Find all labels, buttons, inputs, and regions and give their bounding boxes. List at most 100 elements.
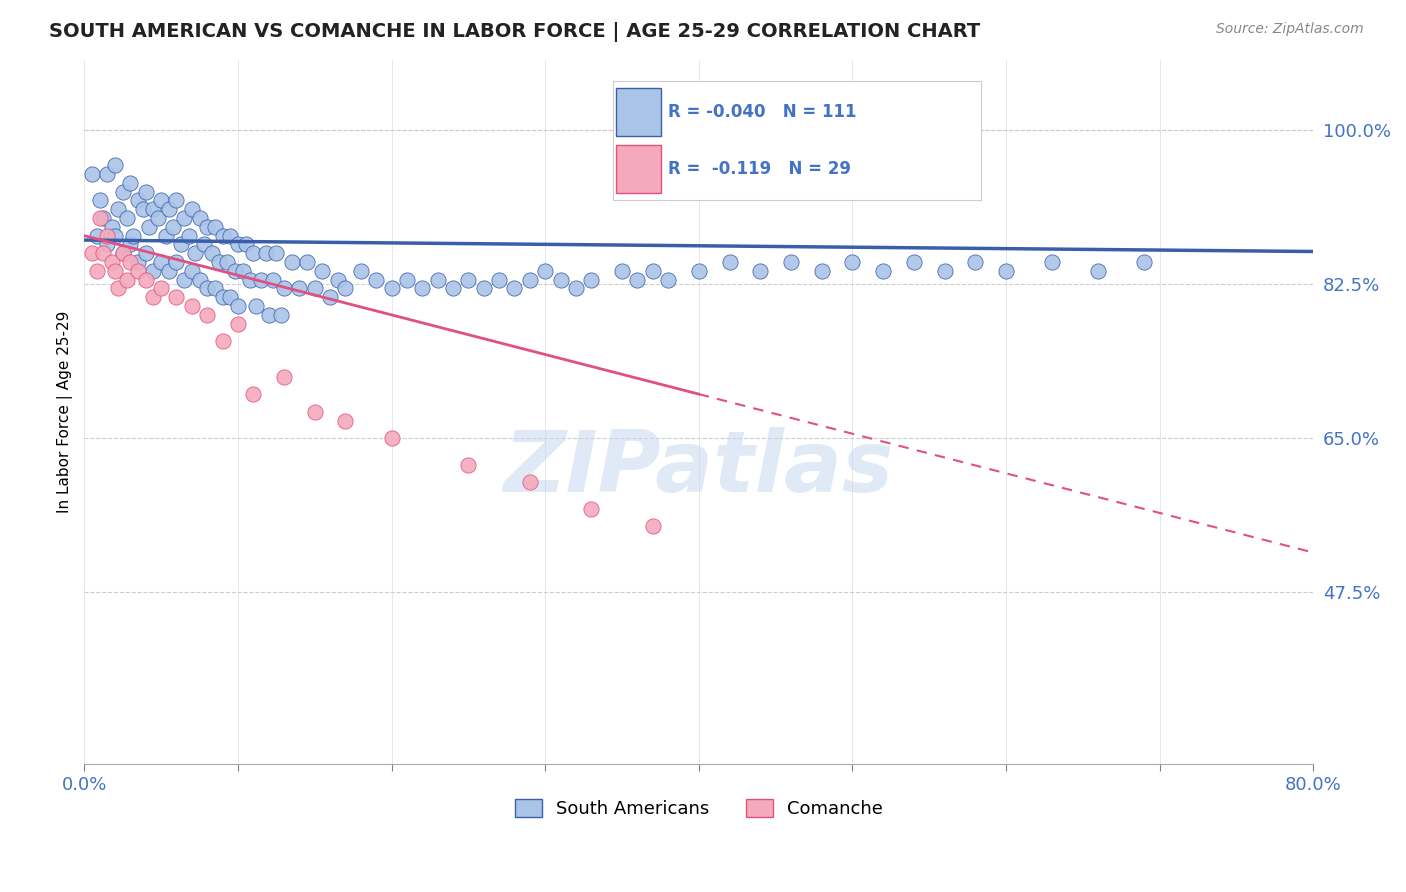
Point (242, 387, 264, 401)
Point (177, 228, 200, 243)
Point (1133, 255, 1156, 269)
Point (335, 281, 357, 295)
Point (581, 501, 603, 516)
Point (107, 202, 129, 217)
Point (217, 255, 239, 269)
Point (142, 264, 165, 278)
Point (142, 290, 165, 304)
Point (184, 246, 207, 260)
Point (111, 246, 134, 260)
Point (166, 194, 188, 208)
Point (273, 369, 295, 384)
Point (441, 281, 464, 295)
Point (157, 202, 180, 217)
Point (841, 255, 863, 269)
Point (89, 211, 111, 225)
Point (195, 281, 218, 295)
Point (117, 273, 139, 287)
Point (204, 219, 226, 234)
Point (86, 264, 108, 278)
Point (166, 255, 188, 269)
Point (254, 246, 277, 260)
Point (96, 167, 118, 181)
Point (872, 264, 894, 278)
Point (219, 290, 242, 304)
Point (107, 281, 129, 295)
Point (80, 246, 103, 260)
Point (257, 308, 280, 322)
Point (226, 237, 249, 252)
Point (304, 405, 326, 419)
Text: SOUTH AMERICAN VS COMANCHE IN LABOR FORCE | AGE 25-29 CORRELATION CHART: SOUTH AMERICAN VS COMANCHE IN LABOR FORC… (49, 22, 980, 42)
Point (311, 264, 333, 278)
Point (472, 281, 495, 295)
Text: ZIPatlas: ZIPatlas (503, 426, 894, 509)
Point (188, 211, 211, 225)
Point (395, 273, 418, 287)
Point (135, 246, 157, 260)
Point (995, 264, 1018, 278)
Point (335, 413, 357, 427)
Point (211, 334, 233, 349)
Point (91, 246, 114, 260)
Point (135, 185, 157, 199)
Point (173, 211, 195, 225)
Point (245, 299, 267, 313)
Y-axis label: In Labor Force | Age 25-29: In Labor Force | Age 25-29 (58, 310, 73, 513)
Legend: South Americans, Comanche: South Americans, Comanche (508, 791, 890, 825)
Point (350, 264, 373, 278)
Point (380, 431, 402, 445)
Point (242, 246, 264, 260)
Point (138, 219, 160, 234)
Point (117, 211, 139, 225)
Point (204, 281, 226, 295)
Point (180, 264, 202, 278)
Point (127, 264, 149, 278)
Point (380, 281, 402, 295)
Point (180, 202, 202, 217)
Point (411, 281, 433, 295)
Point (111, 185, 134, 199)
Point (180, 299, 202, 313)
Point (239, 273, 262, 287)
Point (534, 264, 557, 278)
Point (810, 264, 832, 278)
Point (270, 308, 292, 322)
Point (235, 237, 257, 252)
Point (150, 281, 173, 295)
Point (101, 219, 124, 234)
Point (224, 264, 246, 278)
Point (503, 281, 526, 295)
Point (280, 255, 302, 269)
Point (688, 264, 710, 278)
Point (211, 290, 233, 304)
Point (519, 475, 541, 490)
Point (219, 228, 242, 243)
Point (155, 228, 177, 243)
Point (122, 228, 145, 243)
Point (104, 158, 127, 172)
Point (127, 194, 149, 208)
Point (170, 237, 193, 252)
Point (166, 290, 188, 304)
Point (201, 246, 224, 260)
Point (326, 273, 349, 287)
Point (903, 255, 925, 269)
Point (262, 273, 284, 287)
Point (120, 237, 142, 252)
Point (488, 273, 510, 287)
Point (120, 176, 142, 190)
Point (295, 255, 318, 269)
Point (135, 273, 157, 287)
Point (581, 273, 603, 287)
Point (226, 299, 249, 313)
Point (273, 281, 295, 295)
Point (565, 281, 588, 295)
Point (226, 317, 249, 331)
Point (146, 211, 169, 225)
Point (150, 194, 173, 208)
Point (89, 194, 111, 208)
Point (91, 211, 114, 225)
Point (457, 458, 479, 472)
Point (250, 273, 273, 287)
